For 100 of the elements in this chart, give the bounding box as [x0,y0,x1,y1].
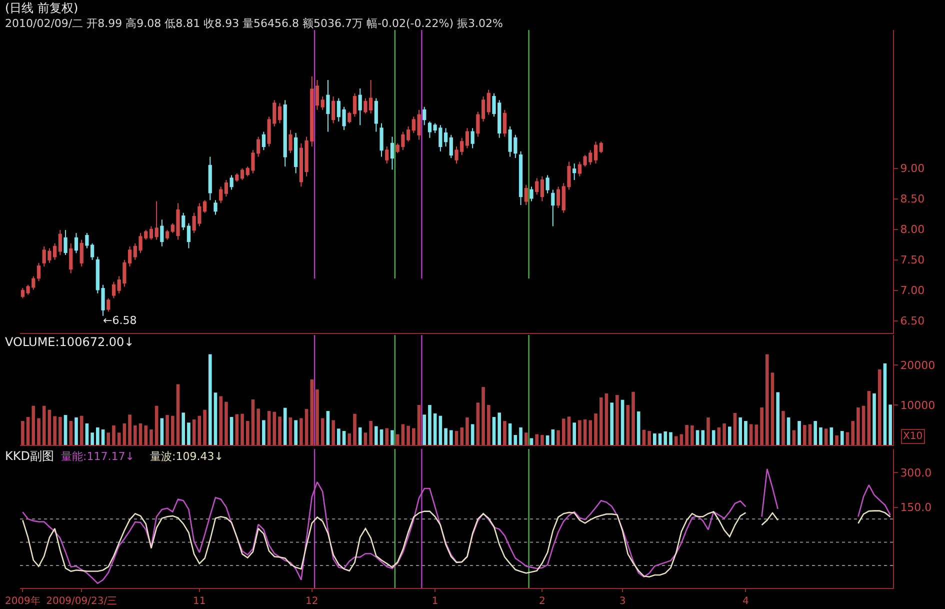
y-tick-label: 300.0 [900,466,932,480]
bar [444,428,448,445]
bar [182,412,186,445]
candlestick [154,200,158,240]
y-tick-label: 20000 [900,358,936,372]
bar [535,434,538,445]
bar [166,415,169,445]
bar [256,408,260,445]
candlestick [208,156,212,201]
bar [219,396,222,445]
bar [364,432,368,445]
text: 量波:109.43↓ [150,450,224,463]
candlestick [315,79,320,110]
candlestick [594,141,598,164]
candlestick [348,111,352,124]
y-tick-label: 150.0 [900,501,932,514]
chart-title: VOLUME:100672.00↓ [5,335,134,349]
bar [690,425,694,445]
bar [658,433,662,445]
bar [294,420,298,445]
bar [353,414,356,445]
bar [802,425,806,445]
bar [524,432,528,445]
bar [358,427,362,445]
bar [728,426,732,445]
candlestick [186,222,191,249]
bar [888,404,892,445]
bar [69,421,73,445]
bar [770,372,774,445]
candlestick [182,212,186,230]
candlestick [374,98,378,132]
bar [562,418,566,445]
bar [530,438,534,445]
bar [449,430,453,445]
bar [653,433,656,445]
bar [508,423,512,445]
bar [58,417,62,445]
bar [332,420,335,445]
candlestick [556,186,560,209]
bar [578,420,582,445]
candlestick [69,242,73,274]
bar [685,425,688,445]
candlestick [112,281,116,299]
bar [101,429,105,445]
candlestick [224,179,228,197]
bar [320,418,324,445]
candlestick [572,163,576,180]
bar [42,406,46,445]
candlestick [551,189,555,227]
y-tick-label: 7.50 [900,254,925,267]
bar [460,427,464,445]
bar [878,369,882,445]
bar [106,432,110,445]
bar [616,395,619,445]
chart-title: (日线 前复权) [5,1,78,15]
candlestick [530,186,534,202]
bar [476,402,480,445]
y-tick-label: 8.50 [900,192,925,206]
bar [406,426,410,445]
bar [717,427,721,445]
bar [701,430,705,445]
bar [198,416,202,445]
bar [390,430,394,445]
bar [342,431,346,445]
bar [64,415,68,445]
bar [272,412,276,445]
bar [138,423,142,445]
bar [744,421,748,445]
bar [830,427,834,445]
bar [466,417,469,445]
annotation: ←6.58 [103,314,137,327]
candlestick [74,232,78,254]
x-tick-label: 2009/09/23/三 [46,596,118,607]
bar [862,406,866,445]
text: X10 [903,431,923,442]
bar [37,418,40,445]
bar [503,421,506,445]
candlestick [320,96,324,110]
chart-title: KKD副图 [5,449,54,463]
bar [316,389,319,445]
bar [150,429,153,445]
candlestick [470,128,474,149]
bar [224,402,228,445]
bar [583,419,587,445]
candlestick [288,129,292,154]
candlestick [481,96,486,122]
bar [814,421,817,445]
bar [422,414,426,445]
bar [21,421,24,445]
bar [96,427,100,445]
bar [401,424,405,445]
candlestick [235,172,239,182]
bar [246,421,250,445]
bar [819,427,822,445]
bar [117,432,121,445]
candlestick [390,136,394,170]
bar [112,425,116,445]
candlestick [165,229,170,240]
bar [235,414,239,445]
bar [867,391,871,445]
